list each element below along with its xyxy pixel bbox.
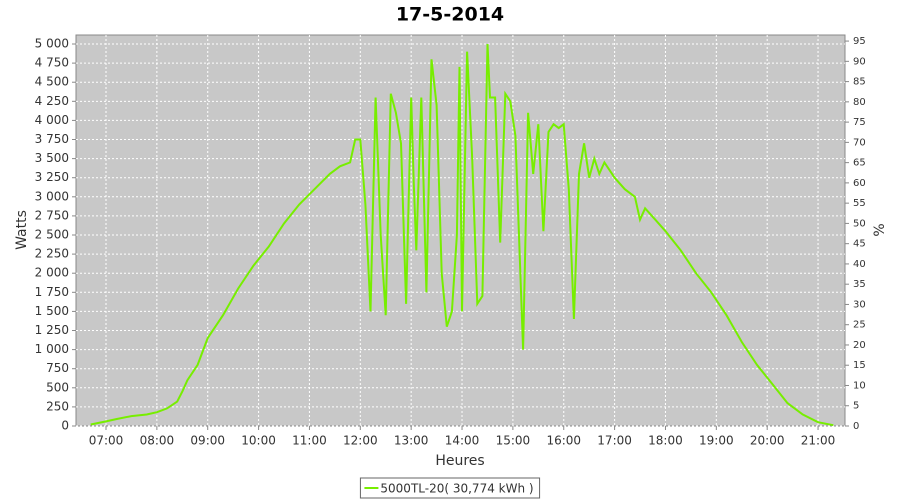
y2-tick-label: 20 — [853, 340, 866, 351]
legend: 5000TL-20( 30,774 kWh ) — [359, 477, 541, 499]
y2-tick-label: 30 — [853, 299, 866, 310]
y2-tick-label: 40 — [853, 259, 866, 270]
y2-axis-title: % — [872, 223, 888, 236]
x-tick-label: 13:00 — [394, 434, 429, 448]
y2-tick-label: 70 — [853, 137, 866, 148]
x-tick-label: 14:00 — [445, 434, 480, 448]
y2-tick-label: 25 — [853, 320, 866, 331]
y-tick-label: 0 — [61, 419, 69, 433]
y-tick-label: 2 750 — [35, 208, 69, 222]
y-tick-label: 1 500 — [35, 304, 69, 318]
y-tick-label: 500 — [46, 380, 69, 394]
y-tick-label: 1 000 — [35, 342, 69, 356]
y2-tick-label: 15 — [853, 360, 866, 371]
x-tick-label: 10:00 — [241, 434, 276, 448]
x-tick-label: 19:00 — [699, 434, 734, 448]
x-axis-title: Heures — [435, 453, 484, 469]
y-tick-label: 3 500 — [35, 151, 69, 165]
y-tick-label: 4 250 — [35, 94, 69, 108]
y-axis-title: Watts — [14, 210, 30, 250]
y-tick-label: 3 750 — [35, 132, 69, 146]
y2-tick-label: 50 — [853, 218, 866, 229]
x-tick-label: 11:00 — [292, 434, 327, 448]
y-tick-label: 5 000 — [35, 37, 69, 51]
y-tick-label: 4 750 — [35, 56, 69, 70]
series-line — [90, 43, 834, 427]
y2-tick-label: 0 — [853, 421, 859, 432]
x-tick-label: 08:00 — [140, 434, 175, 448]
y-tick-label: 3 250 — [35, 170, 69, 184]
legend-box — [359, 477, 541, 499]
y2-tick-label: 85 — [853, 77, 866, 88]
x-tick-label: 15:00 — [496, 434, 531, 448]
y2-tick-label: 90 — [853, 56, 866, 67]
x-tick-label: 12:00 — [343, 434, 378, 448]
x-tick-label: 17:00 — [597, 434, 632, 448]
y2-tick-label: 65 — [853, 158, 866, 169]
y-tick-label: 1 750 — [35, 285, 69, 299]
y2-tick-label: 95 — [853, 36, 866, 47]
x-tick-label: 16:00 — [546, 434, 581, 448]
chart-title: 17-5-2014 — [396, 4, 504, 26]
y2-tick-label: 60 — [853, 178, 866, 189]
y-tick-label: 3 000 — [35, 189, 69, 203]
y-tick-label: 4 000 — [35, 113, 69, 127]
x-tick-label: 20:00 — [750, 434, 785, 448]
y2-tick-label: 80 — [853, 97, 866, 108]
x-tick-label: 18:00 — [648, 434, 683, 448]
y-tick-label: 2 500 — [35, 228, 69, 242]
y2-tick-label: 45 — [853, 239, 866, 250]
y-tick-label: 750 — [46, 361, 69, 375]
y2-tick-label: 75 — [853, 117, 866, 128]
legend-label: 5000TL-20( 30,774 kWh ) — [380, 482, 533, 496]
y-tick-label: 250 — [46, 399, 69, 413]
x-tick-label: 21:00 — [801, 434, 836, 448]
y-tick-label: 4 500 — [35, 75, 69, 89]
y2-tick-label: 5 — [853, 401, 859, 412]
y-tick-label: 1 250 — [35, 323, 69, 337]
y2-tick-label: 10 — [853, 380, 866, 391]
x-tick-label: 09:00 — [190, 434, 225, 448]
x-tick-label: 07:00 — [89, 434, 124, 448]
y-tick-label: 2 250 — [35, 247, 69, 261]
y2-tick-label: 55 — [853, 198, 866, 209]
y2-tick-label: 35 — [853, 279, 866, 290]
y-tick-label: 2 000 — [35, 266, 69, 280]
